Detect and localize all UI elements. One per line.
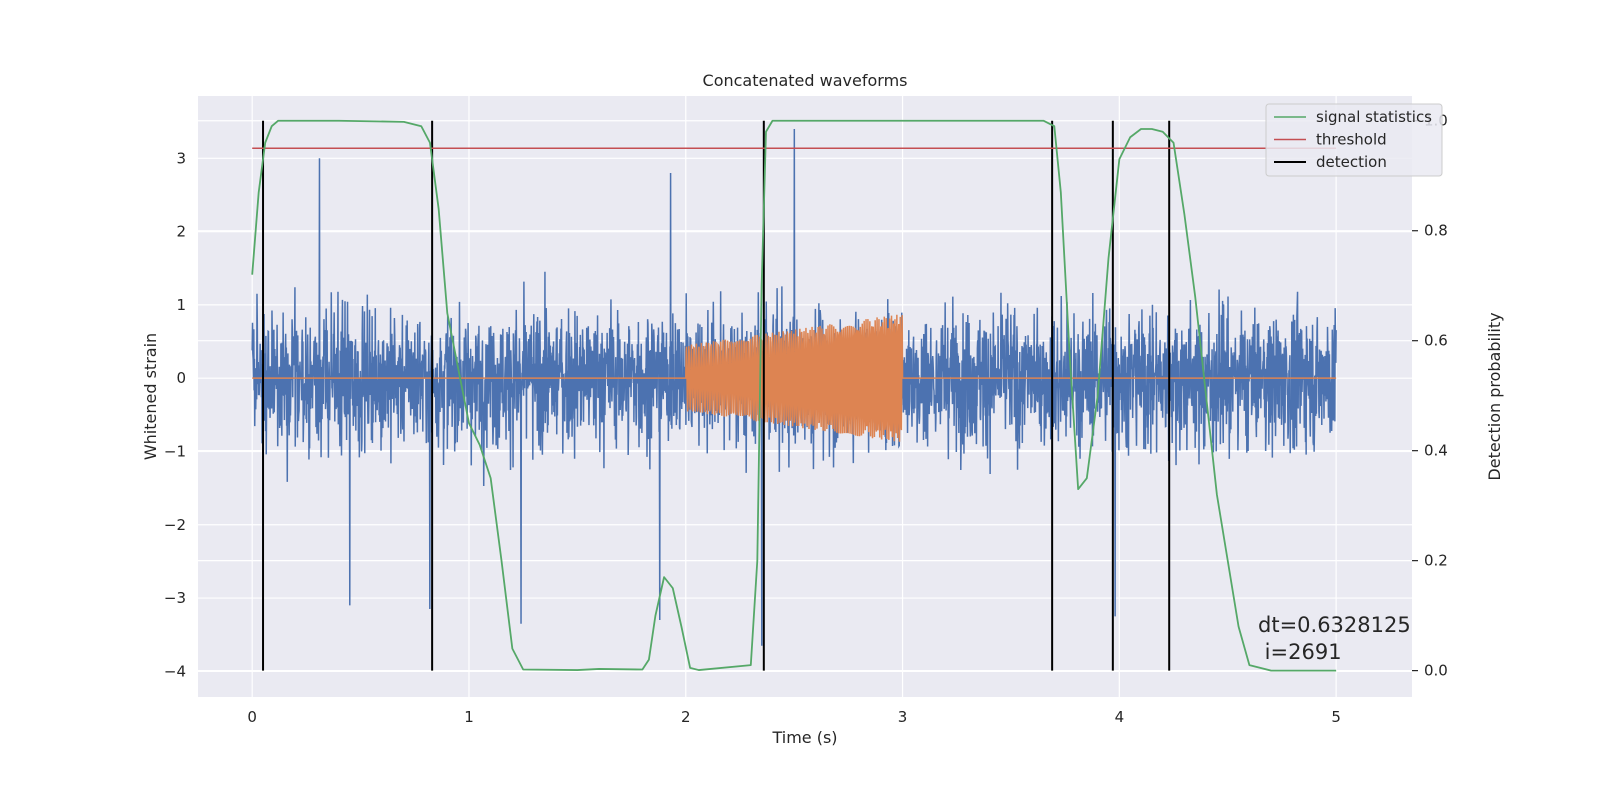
x-tick-label-5: 5 xyxy=(1331,708,1341,726)
x-tick-label-1: 1 xyxy=(464,708,474,726)
y-tick-label-0: −4 xyxy=(164,662,186,680)
y-axis-label: Whitened strain xyxy=(141,333,160,460)
chart-title: Concatenated waveforms xyxy=(703,71,908,90)
annotation-i: i=2691 xyxy=(1258,640,1342,664)
series-layer xyxy=(251,119,1337,672)
series-signal-statistics xyxy=(251,119,1337,672)
legend-item-signal-statistics: signal statistics xyxy=(1274,108,1432,126)
legend: signal statistics threshold detection xyxy=(1265,103,1443,177)
y-right-tick-label-3: 0.6 xyxy=(1424,332,1448,350)
series-injected xyxy=(252,314,1337,442)
x-tick-label-0: 0 xyxy=(247,708,257,726)
y-axis-right-label: Detection probability xyxy=(1485,312,1504,480)
x-axis-label: Time (s) xyxy=(771,728,837,747)
legend-item-threshold: threshold xyxy=(1274,131,1387,149)
y-right-tick-label-0: 0.0 xyxy=(1424,662,1448,680)
y-tick-label-7: 3 xyxy=(176,149,186,167)
y-tick-label-3: −1 xyxy=(164,442,186,460)
y-tick-label-1: −3 xyxy=(164,589,186,607)
legend-box xyxy=(1265,103,1443,177)
y-tick-label-6: 2 xyxy=(176,223,186,241)
y-tick-label-4: 0 xyxy=(176,369,186,387)
y-right-tick-label-1: 0.2 xyxy=(1424,552,1448,570)
legend-label-signal-statistics: signal statistics xyxy=(1316,108,1432,126)
x-tick-label-4: 4 xyxy=(1115,708,1125,726)
x-tick-label-2: 2 xyxy=(681,708,691,726)
y-right-tick-label-4: 0.8 xyxy=(1424,222,1448,240)
annotation-dt: dt=0.6328125 xyxy=(1258,613,1411,637)
legend-item-detection: detection xyxy=(1274,153,1387,171)
y-tick-label-5: 1 xyxy=(176,296,186,314)
x-tick-label-3: 3 xyxy=(898,708,908,726)
y-tick-label-2: −2 xyxy=(164,516,186,534)
annotation: dt=0.6328125 i=2691 xyxy=(1258,613,1411,664)
legend-label-detection: detection xyxy=(1316,153,1387,171)
y-right-tick-label-2: 0.4 xyxy=(1424,442,1448,460)
legend-label-threshold: threshold xyxy=(1316,131,1387,149)
